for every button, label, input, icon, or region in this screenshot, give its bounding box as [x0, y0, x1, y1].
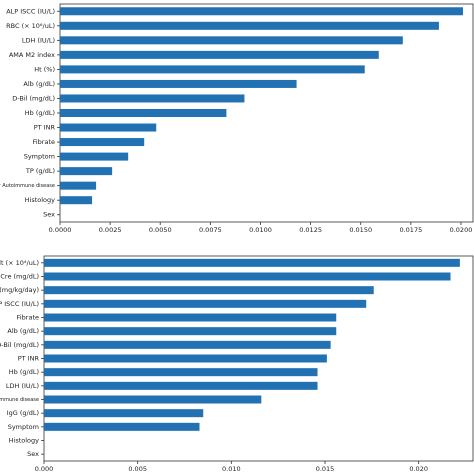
x-tick-label: 0.0075 — [199, 226, 222, 234]
bar — [60, 109, 227, 117]
bar — [60, 79, 297, 88]
bar — [44, 409, 204, 418]
y-tick-label: Symptom — [24, 153, 55, 161]
x-tick-label: 0.0125 — [299, 226, 322, 234]
bar — [60, 196, 93, 205]
bar — [60, 7, 463, 16]
bar — [60, 123, 157, 132]
x-tick-label: 0.0200 — [450, 226, 473, 234]
bar — [44, 340, 331, 349]
x-tick-label: 0.000 — [35, 465, 54, 473]
y-tick-label: Hb (g/dL) — [25, 109, 55, 117]
x-tick-label: 0.0150 — [349, 226, 372, 234]
y-tick-label: Histology — [25, 196, 56, 204]
bar — [60, 152, 129, 161]
y-tick-label: TP (g/dL) — [25, 167, 55, 175]
x-tick-label: 0.015 — [316, 465, 335, 473]
bar — [60, 138, 145, 147]
y-tick-label: RBC (× 10⁶/uL) — [6, 22, 55, 30]
y-tick-label: Cre (mg/dL) — [0, 273, 39, 281]
x-tick-label: 0.005 — [128, 465, 147, 473]
bar — [44, 381, 318, 390]
y-tick-label: D-Bil (mg/dL) — [12, 94, 55, 102]
y-tick-label: ALP ISCC (IU/L) — [6, 7, 55, 15]
y-tick-label: Ht (%) — [34, 65, 55, 73]
x-tick-label: 0.010 — [222, 465, 241, 473]
bar — [60, 65, 365, 74]
x-tick-label: 0.0175 — [399, 226, 422, 234]
bar — [60, 50, 379, 59]
y-tick-label: Sex — [27, 450, 39, 458]
y-tick-label: Alb (g/dL) — [7, 327, 39, 335]
y-tick-label: IgG (g/dL) — [7, 409, 39, 417]
bar — [60, 181, 97, 190]
x-tick-label: 0.0000 — [49, 226, 72, 234]
x-tick-label: 0.0025 — [99, 226, 122, 234]
bar — [44, 313, 337, 322]
y-tick-label: AMA M2 index — [9, 51, 55, 59]
y-tick-label: PT INR — [18, 355, 40, 363]
bar — [60, 21, 439, 30]
bar — [44, 368, 318, 377]
bar — [44, 327, 337, 336]
y-tick-label: Fibrate — [33, 138, 55, 146]
y-tick-label: PT INR — [34, 124, 56, 132]
bar — [44, 299, 367, 308]
bar — [60, 94, 245, 103]
y-tick-label: Alb (g/dL) — [23, 80, 55, 88]
bar — [60, 36, 403, 45]
y-tick-label: D-Bil (mg/dL) — [0, 341, 39, 349]
bar — [60, 167, 113, 176]
y-tick-label: Other Autoimmune disease — [0, 183, 55, 189]
y-tick-label: Hb (g/dL) — [9, 368, 39, 376]
bar — [44, 354, 327, 363]
x-tick-label: 0.020 — [409, 465, 428, 473]
y-tick-label: Symptom — [8, 423, 39, 431]
bar — [44, 395, 262, 404]
bar — [44, 286, 374, 295]
bar — [44, 258, 460, 267]
y-tick-label: ALP ISCC (IU/L) — [0, 300, 39, 308]
y-tick-label: HCA (mg/kg/day) — [0, 286, 39, 294]
y-tick-label: Plt (× 10⁴/uL) — [0, 259, 39, 267]
y-tick-label: LDH (IU/L) — [22, 36, 55, 44]
x-tick-label: 0.0100 — [249, 226, 272, 234]
bar — [44, 272, 451, 281]
y-tick-label: Sex — [43, 211, 55, 219]
x-tick-label: 0.0050 — [149, 226, 172, 234]
y-tick-label: LDH (IU/L) — [6, 382, 39, 390]
y-tick-label: Histology — [9, 437, 40, 445]
y-tick-label: Other Autoimmune disease — [0, 397, 39, 403]
bar — [44, 422, 200, 431]
y-tick-label: Fibrate — [17, 314, 39, 322]
